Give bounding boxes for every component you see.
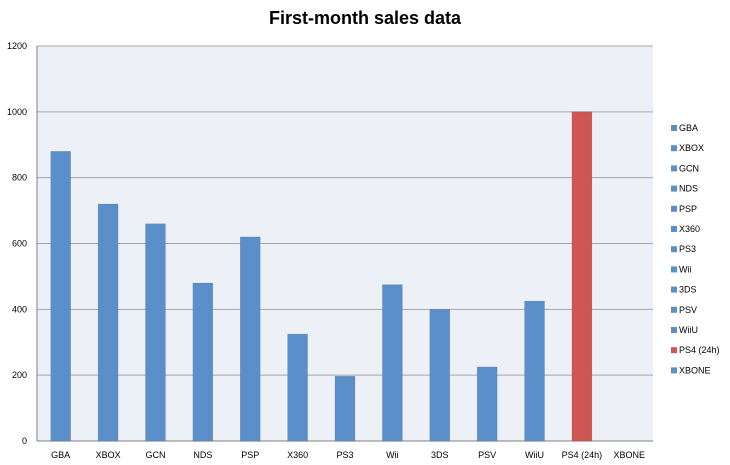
x-tick-label: X360 xyxy=(287,450,308,460)
x-tick-label: WiiU xyxy=(525,450,544,460)
bar-gba xyxy=(50,151,71,442)
legend-label: XBONE xyxy=(679,365,711,375)
x-tick-label: XBONE xyxy=(614,450,646,460)
legend-swatch xyxy=(671,306,677,313)
y-tick-label: 1000 xyxy=(7,107,27,117)
y-tick-label: 800 xyxy=(12,173,27,183)
y-tick-label: 200 xyxy=(12,370,27,380)
legend-label: WiiU xyxy=(679,325,698,335)
legend-label: NDS xyxy=(679,184,698,194)
x-tick-label: GBA xyxy=(51,450,70,460)
bar-x360 xyxy=(287,333,308,442)
x-tick-label: GCN xyxy=(145,450,165,460)
chart-title: First-month sales data xyxy=(268,8,462,28)
legend-swatch xyxy=(671,226,677,232)
x-tick-label: 3DS xyxy=(431,450,449,460)
bar-gcn xyxy=(145,223,166,442)
legend-label: X360 xyxy=(679,224,700,234)
y-tick-label: 400 xyxy=(12,304,27,314)
legend-label: GCN xyxy=(679,163,699,173)
bar-3ds xyxy=(429,309,451,442)
y-tick-label: 1200 xyxy=(7,41,27,51)
legend-swatch xyxy=(671,205,677,212)
x-tick-label: NDS xyxy=(193,450,212,460)
bar-xbox xyxy=(97,203,119,442)
legend-label: PS3 xyxy=(679,244,696,254)
x-tick-label: Wii xyxy=(386,450,399,460)
legend-swatch xyxy=(671,367,677,374)
x-tick-label: XBOX xyxy=(96,450,121,460)
x-tick-label: PS3 xyxy=(336,450,353,460)
legend-label: Wii xyxy=(679,264,692,274)
bar-psp xyxy=(239,236,261,442)
x-tick-label: PSV xyxy=(478,450,496,460)
bar-psv xyxy=(476,366,498,442)
legend-label: 3DS xyxy=(679,285,697,295)
legend-swatch xyxy=(671,145,677,152)
legend-swatch xyxy=(671,327,677,333)
bar-ps4-24h- xyxy=(571,111,593,442)
y-tick-label: 0 xyxy=(22,436,27,446)
bar-ps3 xyxy=(334,375,356,442)
legend-swatch xyxy=(671,347,677,354)
bar-nds xyxy=(192,282,214,442)
legend-swatch xyxy=(671,246,677,253)
legend-swatch xyxy=(671,165,677,172)
y-tick-label: 600 xyxy=(12,239,27,249)
x-tick-label: PSP xyxy=(241,450,259,460)
legend-swatch xyxy=(671,286,677,293)
legend-swatch xyxy=(671,185,677,192)
legend-label: PSP xyxy=(679,204,697,214)
legend-label: PSV xyxy=(679,305,697,315)
legend-label: PS4 (24h) xyxy=(679,345,720,355)
x-tick-label: PS4 (24h) xyxy=(562,450,603,460)
legend-swatch xyxy=(671,125,677,131)
legend-label: XBOX xyxy=(679,143,704,153)
legend-swatch xyxy=(671,266,677,273)
legend-label: GBA xyxy=(679,123,698,133)
bar-wii xyxy=(382,284,403,442)
bar-wiiu xyxy=(524,300,545,442)
